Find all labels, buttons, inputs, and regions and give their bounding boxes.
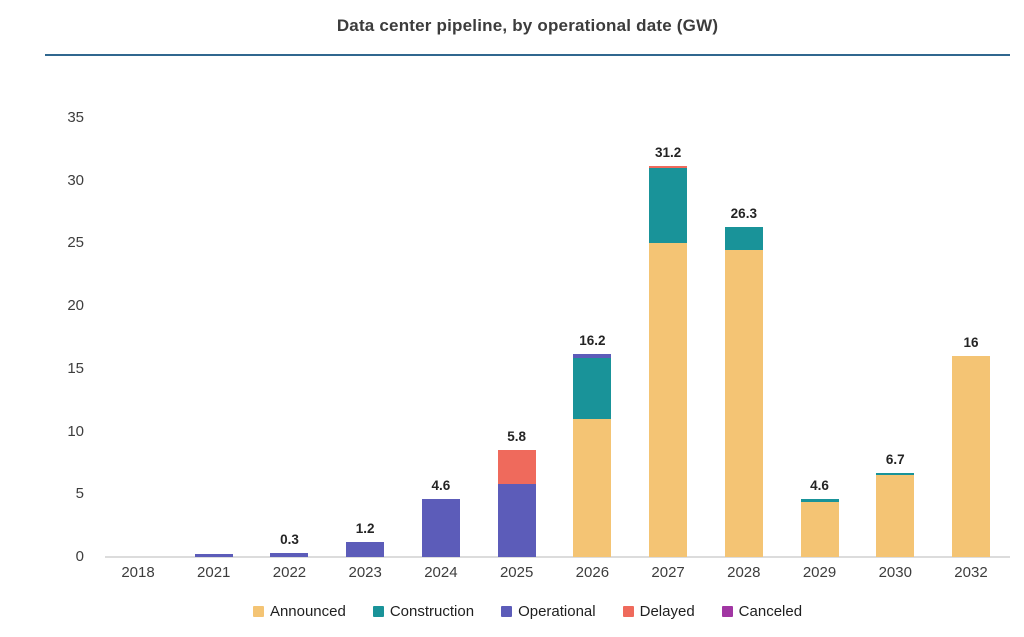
bar-value-label-2030: 6.7 bbox=[885, 451, 905, 467]
legend-label: Delayed bbox=[639, 602, 695, 620]
bar-value-label-2028: 26.3 bbox=[730, 206, 757, 222]
x-axis-label-2024: 2024 bbox=[424, 564, 458, 581]
x-axis-line bbox=[105, 556, 1010, 558]
y-axis-tick-label: 15 bbox=[67, 359, 84, 377]
x-axis-label-2021: 2021 bbox=[197, 564, 231, 581]
y-axis-tick-label: 35 bbox=[67, 109, 84, 126]
bar-segment-announced-2029 bbox=[800, 501, 839, 557]
bar-value-label-2032: 16 bbox=[963, 335, 979, 351]
legend-swatch-icon bbox=[501, 605, 513, 617]
legend-swatch-icon bbox=[372, 605, 384, 617]
x-axis-label-2026: 2026 bbox=[575, 564, 610, 581]
bar-value-label-2029: 4.6 bbox=[810, 478, 829, 494]
bar-segment-announced-2027 bbox=[649, 243, 688, 557]
chart-legend: Announced Construction Operational Delayed C… bbox=[45, 599, 1010, 623]
x-axis-label-2030: 2030 bbox=[878, 564, 912, 581]
bar-segment-announced-2026 bbox=[573, 419, 612, 557]
legend-item-construction: Construction bbox=[372, 602, 475, 620]
x-axis-label-2032: 2032 bbox=[954, 564, 988, 581]
title-underline bbox=[45, 54, 1010, 56]
x-axis-label-2018: 2018 bbox=[121, 564, 155, 581]
bar-segment-operational-2021 bbox=[194, 554, 233, 557]
bar-value-label-2023: 1.2 bbox=[355, 520, 375, 536]
x-axis-label-2028: 2028 bbox=[727, 564, 761, 581]
legend-label: Announced bbox=[269, 602, 346, 620]
legend-item-canceled: Canceled bbox=[721, 602, 803, 620]
bar-segment-announced-2030 bbox=[876, 475, 915, 557]
bar-value-label-2024: 4.6 bbox=[431, 478, 451, 494]
x-axis-label-2023: 2023 bbox=[348, 564, 382, 581]
bar-value-label-2025: 5.8 bbox=[507, 429, 527, 445]
y-axis-tick-label: 0 bbox=[75, 548, 84, 565]
y-axis-tick-label: 5 bbox=[75, 485, 84, 503]
bar-segment-operational-2025 bbox=[497, 484, 536, 557]
y-axis-tick-label: 10 bbox=[67, 422, 84, 440]
bar-segment-announced-2028 bbox=[724, 249, 763, 557]
bar-segment-delayed-2025 bbox=[497, 450, 536, 485]
bar-segment-construction-2026 bbox=[573, 357, 612, 420]
bar-segment-construction-2030 bbox=[876, 472, 915, 476]
bar-segment-operational-2026 bbox=[573, 353, 612, 358]
legend-swatch-icon bbox=[252, 605, 264, 617]
legend-label: Construction bbox=[389, 602, 475, 620]
bar-segment-construction-2029 bbox=[800, 499, 839, 502]
legend-swatch-icon bbox=[721, 605, 733, 617]
bar-segment-operational-2023 bbox=[346, 541, 385, 557]
chart-title: Data center pipeline, by operational dat… bbox=[336, 16, 719, 35]
legend-item-announced: Announced bbox=[252, 602, 346, 620]
x-axis-label-2029: 2029 bbox=[802, 564, 837, 581]
bar-segment-construction-2027 bbox=[649, 168, 688, 244]
y-axis-tick-label: 30 bbox=[67, 171, 84, 189]
bar-segment-operational-2024 bbox=[421, 499, 460, 557]
bar-segment-construction-2028 bbox=[724, 227, 763, 250]
bar-segment-announced-2032 bbox=[951, 356, 990, 557]
legend-item-delayed: Delayed bbox=[622, 602, 695, 620]
y-axis-tick-label: 20 bbox=[67, 297, 84, 315]
bar-value-label-2022: 0.3 bbox=[280, 532, 299, 548]
x-axis-label-2025: 2025 bbox=[499, 564, 534, 581]
legend-item-operational: Operational bbox=[501, 603, 596, 620]
y-axis-tick-label: 25 bbox=[67, 234, 84, 252]
bar-value-label-2027: 31.2 bbox=[654, 144, 682, 160]
x-axis-label-2022: 2022 bbox=[272, 564, 307, 581]
legend-label: Operational bbox=[518, 602, 596, 620]
bar-value-label-2026: 16.2 bbox=[579, 332, 606, 348]
legend-swatch-icon bbox=[622, 605, 634, 617]
bar-segment-delayed-2027 bbox=[649, 165, 688, 169]
legend-label: Canceled bbox=[738, 602, 803, 620]
bar-segment-operational-2022 bbox=[270, 553, 309, 557]
x-axis-label-2027: 2027 bbox=[651, 564, 685, 581]
